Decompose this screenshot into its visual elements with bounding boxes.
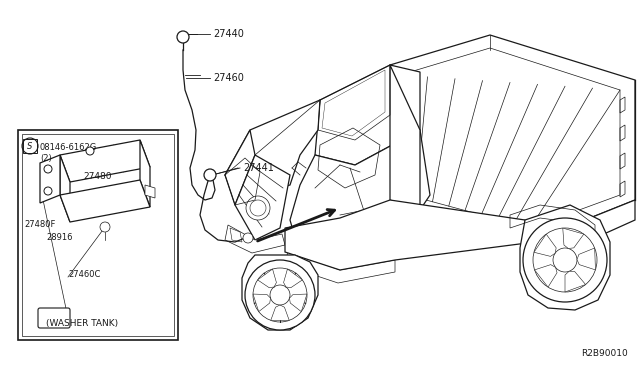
Text: 27480: 27480 <box>83 172 111 181</box>
Polygon shape <box>145 185 155 198</box>
Circle shape <box>523 218 607 302</box>
Polygon shape <box>225 100 320 200</box>
Polygon shape <box>290 130 430 270</box>
Polygon shape <box>271 305 289 320</box>
Text: 28916: 28916 <box>46 233 72 242</box>
Circle shape <box>246 196 270 220</box>
Text: (2): (2) <box>40 154 52 163</box>
Polygon shape <box>390 65 420 210</box>
Text: 27441: 27441 <box>243 163 274 173</box>
Polygon shape <box>565 271 586 292</box>
Polygon shape <box>242 255 318 330</box>
Circle shape <box>270 285 290 305</box>
Polygon shape <box>534 234 556 256</box>
Polygon shape <box>18 130 178 340</box>
Polygon shape <box>284 252 395 283</box>
Polygon shape <box>284 269 302 288</box>
Text: 08146-6162G: 08146-6162G <box>40 143 97 152</box>
Text: 27460: 27460 <box>213 73 244 83</box>
Polygon shape <box>285 200 535 270</box>
Polygon shape <box>60 155 70 222</box>
FancyBboxPatch shape <box>38 308 70 328</box>
Polygon shape <box>289 294 307 312</box>
Polygon shape <box>577 248 595 270</box>
Circle shape <box>553 248 577 272</box>
Polygon shape <box>258 269 276 288</box>
Circle shape <box>44 165 52 173</box>
Polygon shape <box>390 35 635 240</box>
Polygon shape <box>140 140 150 207</box>
Polygon shape <box>60 180 150 222</box>
Circle shape <box>245 260 315 330</box>
Text: R2B90010: R2B90010 <box>581 349 628 358</box>
Text: S: S <box>28 141 33 151</box>
Polygon shape <box>535 200 635 265</box>
Text: 27460C: 27460C <box>68 270 100 279</box>
Circle shape <box>86 147 94 155</box>
Polygon shape <box>225 225 285 253</box>
Circle shape <box>100 222 110 232</box>
Circle shape <box>44 187 52 195</box>
Text: (WASHER TANK): (WASHER TANK) <box>46 319 118 328</box>
Polygon shape <box>60 140 150 182</box>
Circle shape <box>243 233 253 243</box>
Text: 27440: 27440 <box>213 29 244 39</box>
Polygon shape <box>534 264 557 287</box>
Polygon shape <box>225 130 255 205</box>
Polygon shape <box>315 65 420 165</box>
Polygon shape <box>390 65 400 205</box>
Polygon shape <box>563 228 584 248</box>
Circle shape <box>177 31 189 43</box>
Circle shape <box>204 169 216 181</box>
Polygon shape <box>40 155 60 203</box>
Polygon shape <box>253 294 271 312</box>
Text: 27480F: 27480F <box>24 220 56 229</box>
Polygon shape <box>235 155 290 240</box>
Polygon shape <box>520 205 610 310</box>
